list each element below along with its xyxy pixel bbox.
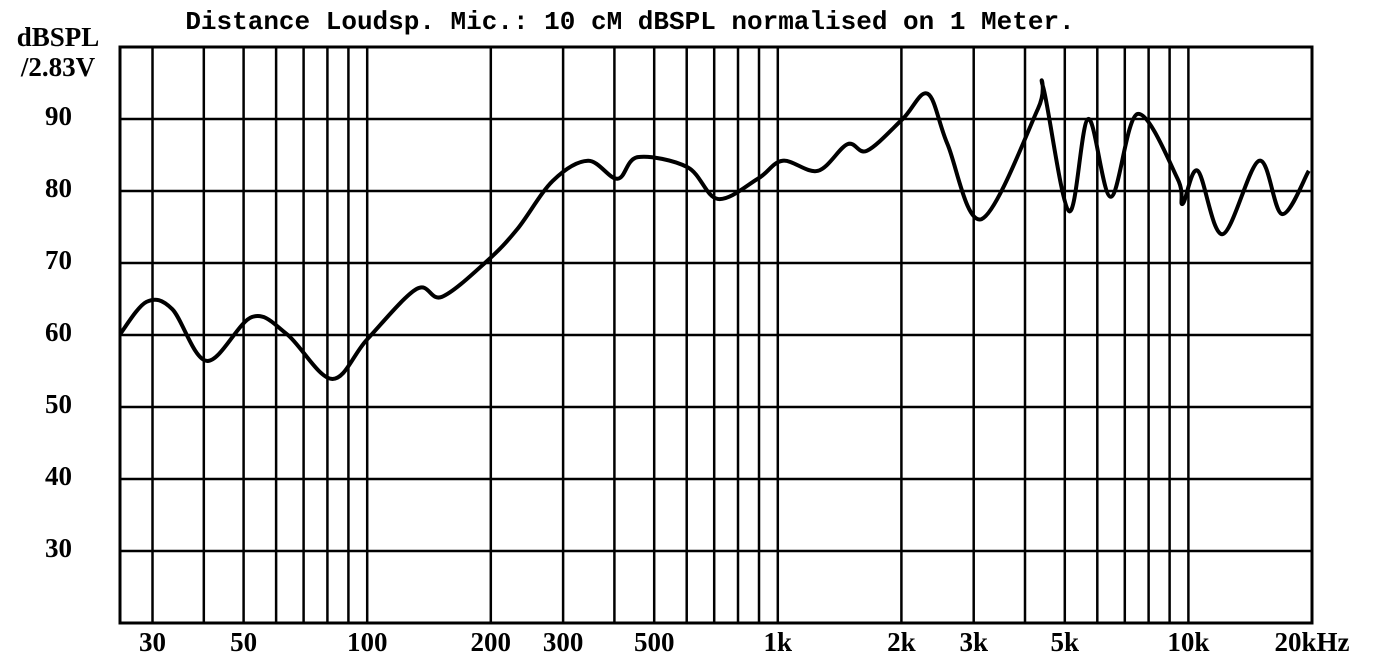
x-tick-label: 10k [1167,627,1209,657]
y-tick-label: 90 [45,101,72,131]
x-tick-label: 3k [959,627,988,657]
y-tick-label: 40 [45,461,72,491]
x-tick-label: 50 [230,627,257,657]
x-tick-label: 1k [764,627,793,657]
x-tick-label: 200 [471,627,512,657]
y-axis-label: /2.83V [20,52,96,82]
y-tick-label: 50 [45,389,72,419]
y-tick-label: 70 [45,245,72,275]
x-tick-label: 100 [347,627,388,657]
x-tick-label: 2k [887,627,916,657]
y-tick-label: 30 [45,533,72,563]
y-tick-label: 80 [45,173,72,203]
x-tick-label: 30 [139,627,166,657]
x-tick-label: 20kHz [1274,627,1349,657]
y-tick-label: 60 [45,317,72,347]
x-tick-label: 300 [543,627,584,657]
response-curve [118,78,1311,381]
x-tick-label: 500 [634,627,675,657]
y-axis-label: dBSPL [17,22,100,52]
x-tick-label: 5k [1051,627,1080,657]
chart-title: Distance Loudsp. Mic.: 10 cM dBSPL norma… [185,7,1074,37]
